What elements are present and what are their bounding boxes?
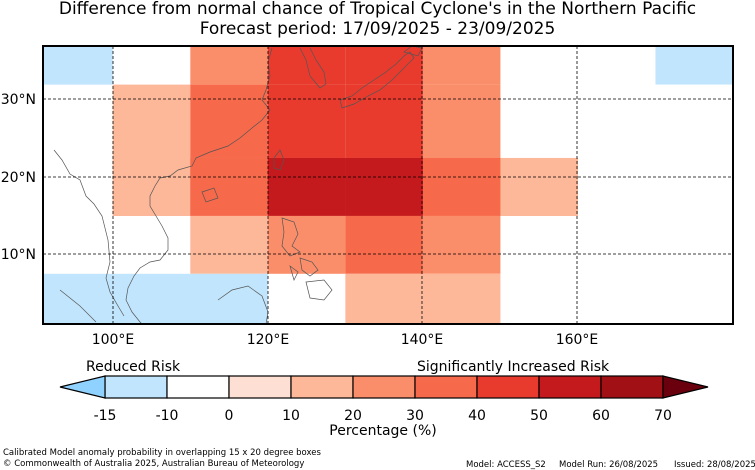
anomaly-cell [422,46,501,85]
anomaly-cell [43,46,113,85]
coastline-peninsula [53,149,125,317]
anomaly-cell [577,215,733,274]
anomaly-cell [655,46,733,85]
colorbar-swatch [538,375,602,399]
anomaly-cells [43,46,733,324]
colorbar-tick-label: 50 [530,408,548,424]
footer-issued: Issued: 28/08/2025 [674,460,755,470]
colorbar-label-increased: Significantly Increased Risk [417,359,610,375]
colorbar-tick-label: 20 [344,408,362,424]
anomaly-cell [267,46,346,85]
anomaly-cell [577,46,656,85]
coastline-asia-mainland [125,47,273,324]
anomaly-cell [190,46,268,85]
colorbar-tick-label: 30 [406,408,424,424]
x-tick-label: 160°E [556,332,599,348]
colorbar-tick-label: 60 [592,408,610,424]
colorbar-tick-label: 40 [468,408,486,424]
coastline-taiwan [273,149,285,171]
anomaly-cell [43,215,113,274]
colorbar-swatch [104,375,168,399]
tc-anomaly-map: 100°E 120°E 140°E 160°E 30°N 20°N 10°N [1,45,734,348]
colorbar-tick-label: 10 [282,408,300,424]
anomaly-cell [345,273,423,324]
anomaly-cell [500,157,578,216]
anomaly-cell [345,157,423,216]
colorbar-swatch [600,375,664,399]
map-frame [42,45,734,325]
y-tick-label: 30°N [1,92,36,108]
colorbar-swatch [228,375,292,399]
colorbar-tick-label: 70 [654,408,672,424]
anomaly-cell [345,215,423,274]
colorbar-extend-low [59,375,106,399]
anomaly-cell [267,84,346,158]
anomaly-cell [422,84,501,158]
graticule [43,46,733,324]
anomaly-cell [112,157,191,216]
anomaly-cell [267,157,346,216]
colorbar-swatch [290,375,354,399]
anomaly-cell [577,84,733,158]
coastline-hainan [201,187,219,203]
forecast-period: Forecast period: 17/09/2025 - 23/09/2025 [199,19,556,39]
anomaly-cell [345,84,423,158]
y-tick-label: 20°N [1,170,36,186]
colorbar-ticks: -15 -10 0 10 20 30 40 50 60 70 [94,408,672,424]
coastline-sumatra [59,289,97,323]
footer-model: Model: ACCESS_S2 [466,460,546,470]
footer-model-run: Model Run: 26/08/2025 [559,460,659,470]
footer-copyright: © Commonwealth of Australia 2025, Austra… [3,459,305,469]
x-tick-label: 100°E [92,332,135,348]
anomaly-cell [43,273,268,324]
coastline-luzon [281,217,301,257]
coastline-visayas [289,257,319,281]
colorbar-extend-high [662,375,709,399]
colorbar-xlabel: Percentage (%) [329,423,436,439]
colorbar: Reduced Risk Significantly Increased Ris… [59,359,709,439]
colorbar-tick-label: -10 [156,408,179,424]
map-title: Difference from normal chance of Tropica… [58,0,697,19]
x-tick-label: 140°E [401,332,444,348]
anomaly-cell [345,46,423,85]
colorbar-tick-label: 0 [225,408,234,424]
coastline-japan [339,51,415,109]
anomaly-cell [190,215,268,274]
anomaly-cell [112,84,191,158]
colorbar-swatch [414,375,478,399]
anomaly-cell [267,215,346,274]
coastline-mindanao [305,279,333,301]
anomaly-cell [190,157,268,216]
anomaly-cell [190,84,268,158]
footer-description: Calibrated Model anomaly probability in … [3,448,321,458]
colorbar-swatch [476,375,540,399]
colorbar-swatch [166,375,230,399]
colorbar-swatches [59,375,709,399]
anomaly-cell [422,157,501,216]
y-tick-label: 10°N [1,247,36,263]
anomaly-cell [422,273,501,324]
x-tick-label: 120°E [247,332,290,348]
anomaly-cell [577,273,733,324]
colorbar-swatch [352,375,416,399]
colorbar-tick-label: -15 [94,408,117,424]
colorbar-label-reduced: Reduced Risk [86,359,181,375]
coastline-korea [299,47,327,89]
anomaly-cell [422,215,501,274]
